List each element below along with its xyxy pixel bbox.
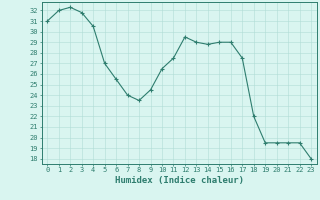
X-axis label: Humidex (Indice chaleur): Humidex (Indice chaleur) [115,176,244,185]
